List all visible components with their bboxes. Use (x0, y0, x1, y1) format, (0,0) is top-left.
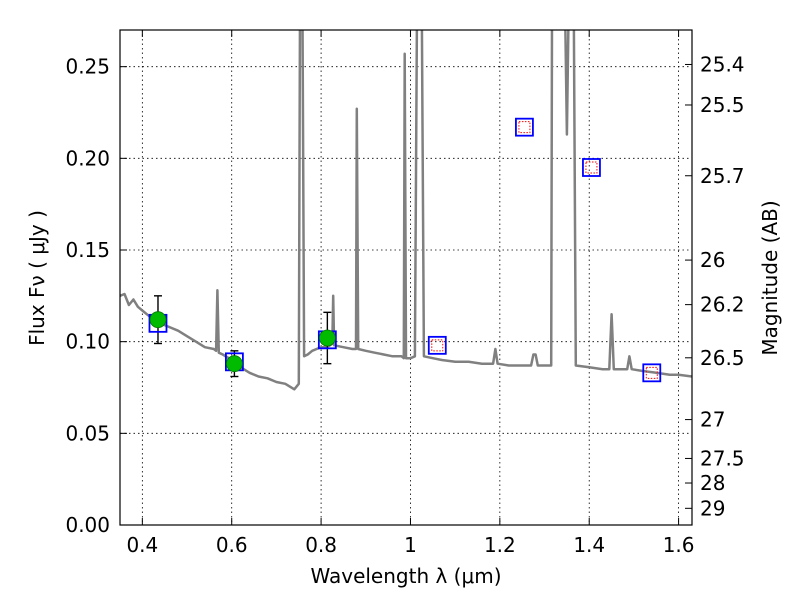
y-tick-label: 0.05 (65, 421, 110, 445)
x-tick-label: 1.2 (484, 533, 516, 557)
model-square-point (582, 158, 601, 177)
x-tick-label: 0.4 (126, 533, 158, 557)
y2-tick-label: 26.2 (700, 293, 745, 317)
spectrum-line (120, 30, 692, 391)
x-tick-label: 1.6 (663, 533, 695, 557)
y2-tick-label: 27.5 (700, 446, 745, 470)
x-tick-label: 0.8 (305, 533, 337, 557)
y-tick-label: 0.10 (65, 330, 110, 354)
x-tick-label: 0.6 (216, 533, 248, 557)
y2-tick-label: 28 (700, 471, 725, 495)
observed-point (318, 329, 336, 347)
y2-tick-label: 25.7 (700, 164, 745, 188)
y2-tick-label: 25.5 (700, 93, 745, 117)
y-tick-label: 0.00 (65, 513, 110, 537)
x-axis-label: Wavelength λ (μm) (310, 564, 501, 588)
upper-square-point (585, 161, 598, 174)
y2-axis-label: Magnitude (AB) (758, 200, 782, 355)
y-tick-label: 0.25 (65, 55, 110, 79)
model-square-point (642, 363, 662, 383)
y2-tick-label: 26 (700, 248, 725, 272)
upper-square-point (518, 121, 531, 134)
upper-square-point (431, 339, 444, 352)
x-tick-label: 1 (404, 533, 417, 557)
y-tick-label: 0.20 (65, 146, 110, 170)
plot-frame (119, 29, 693, 526)
observed-point (149, 311, 167, 329)
spectrum-layer (120, 30, 692, 391)
y2-tick-label: 29 (700, 496, 725, 520)
y-tick-label: 0.15 (65, 238, 110, 262)
upper-square-point (645, 366, 658, 379)
x-tick-label: 1.4 (573, 533, 605, 557)
y2-tick-label: 27 (700, 408, 725, 432)
model-square-point (427, 335, 447, 355)
observed-point (225, 355, 243, 373)
y-axis-label: Flux Fν ( μJy ) (25, 210, 49, 346)
y2-tick-label: 25.4 (700, 52, 745, 76)
y2-tick-label: 26.5 (700, 346, 745, 370)
marker-layer (148, 117, 662, 383)
model-square-point (515, 117, 534, 137)
tick-layer: 0.4 0.6 0.8 1 1.2 1.4 1.6 0.00 0.05 0.10 0.15 0.20 0… (65, 30, 745, 557)
